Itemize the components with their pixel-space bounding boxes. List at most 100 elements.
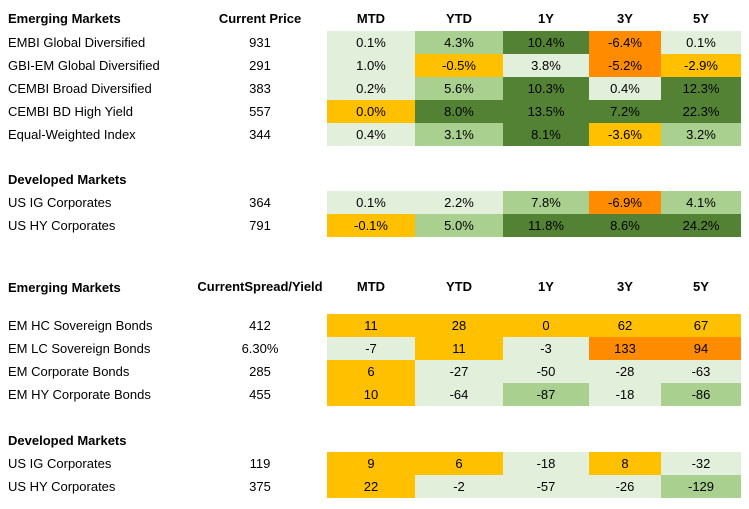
cell-1y: 11.8%: [503, 214, 589, 237]
price-header: Current Price: [218, 11, 302, 26]
row-current-value: 6.30%: [241, 341, 279, 356]
row-label: CEMBI BD High Yield: [8, 104, 133, 119]
row-current-value: 455: [249, 387, 271, 402]
cell-mtd: 6: [327, 360, 415, 383]
table-row: US IG Corporates 119 9 6 -18 8 -32: [0, 452, 749, 475]
row-label: EM HC Sovereign Bonds: [8, 318, 153, 333]
column-header-5y: 5Y: [693, 11, 709, 26]
cell-1y: 10.4%: [503, 31, 589, 54]
cell-3y: 133: [589, 337, 661, 360]
cell-ytd: -0.5%: [415, 54, 503, 77]
cell-1y: -18: [503, 452, 589, 475]
row-current-value: 364: [249, 195, 271, 210]
cell-1y: -3: [503, 337, 589, 360]
cell-5y: 22.3%: [661, 100, 741, 123]
cell-mtd: 0.2%: [327, 77, 415, 100]
row-label: US IG Corporates: [8, 456, 112, 471]
table-row: GBI-EM Global Diversified 291 1.0% -0.5% 3.8…: [0, 54, 749, 77]
row-current-value: 791: [249, 218, 271, 233]
table-row: EMBI Global Diversified 931 0.1% 4.3% 10.4% -…: [0, 31, 749, 54]
cell-ytd: 6: [415, 452, 503, 475]
cell-3y: 62: [589, 314, 661, 337]
row-label: GBI-EM Global Diversified: [8, 58, 160, 73]
cell-1y: -50: [503, 360, 589, 383]
column-header-ytd: YTD: [446, 279, 472, 294]
spread-header-line1: Current: [197, 279, 245, 294]
row-label: EM LC Sovereign Bonds: [8, 341, 151, 356]
cell-3y: -3.6%: [589, 123, 661, 146]
section-title-row: Developed Markets: [0, 429, 749, 452]
header-row: Emerging Markets Current Spread/Yield MTD YT…: [0, 264, 749, 310]
cell-mtd: 22: [327, 475, 415, 498]
section-title: Emerging Markets: [8, 11, 121, 26]
row-label: EM Corporate Bonds: [8, 364, 130, 379]
cell-5y: 94: [661, 337, 741, 360]
cell-5y: -32: [661, 452, 741, 475]
cell-ytd: 11: [415, 337, 503, 360]
section-title: Developed Markets: [8, 172, 127, 187]
cell-5y: 12.3%: [661, 77, 741, 100]
table-row: EM Corporate Bonds 285 6 -27 -50 -28 -63: [0, 360, 749, 383]
row-label: EMBI Global Diversified: [8, 35, 146, 50]
cell-ytd: -64: [415, 383, 503, 406]
section-title-row: Developed Markets: [0, 168, 749, 191]
cell-5y: 0.1%: [661, 31, 741, 54]
spread-header-line2: Spread/Yield: [244, 279, 323, 294]
cell-1y: 7.8%: [503, 191, 589, 214]
table-row: EM LC Sovereign Bonds 6.30% -7 11 -3 133 94: [0, 337, 749, 360]
cell-1y: 0: [503, 314, 589, 337]
cell-ytd: 8.0%: [415, 100, 503, 123]
cell-ytd: 28: [415, 314, 503, 337]
cell-mtd: 0.4%: [327, 123, 415, 146]
cell-ytd: 2.2%: [415, 191, 503, 214]
cell-5y: -129: [661, 475, 741, 498]
row-current-value: 412: [249, 318, 271, 333]
row-label: US HY Corporates: [8, 479, 116, 494]
table-row: EM HY Corporate Bonds 455 10 -64 -87 -18 -86: [0, 383, 749, 406]
table-row: CEMBI BD High Yield 557 0.0% 8.0% 13.5% 7.2% 2…: [0, 100, 749, 123]
cell-5y: -86: [661, 383, 741, 406]
cell-3y: 0.4%: [589, 77, 661, 100]
column-header-3y: 3Y: [617, 279, 633, 294]
row-current-value: 291: [249, 58, 271, 73]
cell-3y: -26: [589, 475, 661, 498]
cell-3y: -6.9%: [589, 191, 661, 214]
row-current-value: 375: [249, 479, 271, 494]
table-row: CEMBI Broad Diversified 383 0.2% 5.6% 10.3% 0…: [0, 77, 749, 100]
cell-1y: 10.3%: [503, 77, 589, 100]
row-current-value: 931: [249, 35, 271, 50]
cell-ytd: -27: [415, 360, 503, 383]
cell-ytd: 3.1%: [415, 123, 503, 146]
cell-3y: -6.4%: [589, 31, 661, 54]
row-label: US HY Corporates: [8, 218, 116, 233]
cell-1y: -87: [503, 383, 589, 406]
cell-ytd: 4.3%: [415, 31, 503, 54]
cell-mtd: 0.0%: [327, 100, 415, 123]
row-current-value: 344: [249, 127, 271, 142]
cell-1y: 8.1%: [503, 123, 589, 146]
column-header-mtd: MTD: [356, 11, 386, 26]
cell-mtd: 0.1%: [327, 191, 415, 214]
cell-1y: -57: [503, 475, 589, 498]
row-label: CEMBI Broad Diversified: [8, 81, 152, 96]
cell-5y: 24.2%: [661, 214, 741, 237]
cell-5y: -2.9%: [661, 54, 741, 77]
column-header-1y: 1Y: [538, 279, 554, 294]
column-header-3y: 3Y: [617, 11, 633, 26]
cell-1y: 3.8%: [503, 54, 589, 77]
cell-mtd: -0.1%: [327, 214, 415, 237]
cell-mtd: 10: [327, 383, 415, 406]
column-header-ytd: YTD: [446, 11, 472, 26]
cell-mtd: 9: [327, 452, 415, 475]
column-header-1y: 1Y: [538, 11, 554, 26]
table-row: US HY Corporates 791 -0.1% 5.0% 11.8% 8.6% 24.…: [0, 214, 749, 237]
cell-1y: 13.5%: [503, 100, 589, 123]
cell-3y: 8: [589, 452, 661, 475]
row-current-value: 285: [249, 364, 271, 379]
cell-3y: 8.6%: [589, 214, 661, 237]
row-current-value: 383: [249, 81, 271, 96]
cell-3y: -18: [589, 383, 661, 406]
cell-3y: -28: [589, 360, 661, 383]
section-title: Developed Markets: [8, 433, 127, 448]
cell-5y: 4.1%: [661, 191, 741, 214]
